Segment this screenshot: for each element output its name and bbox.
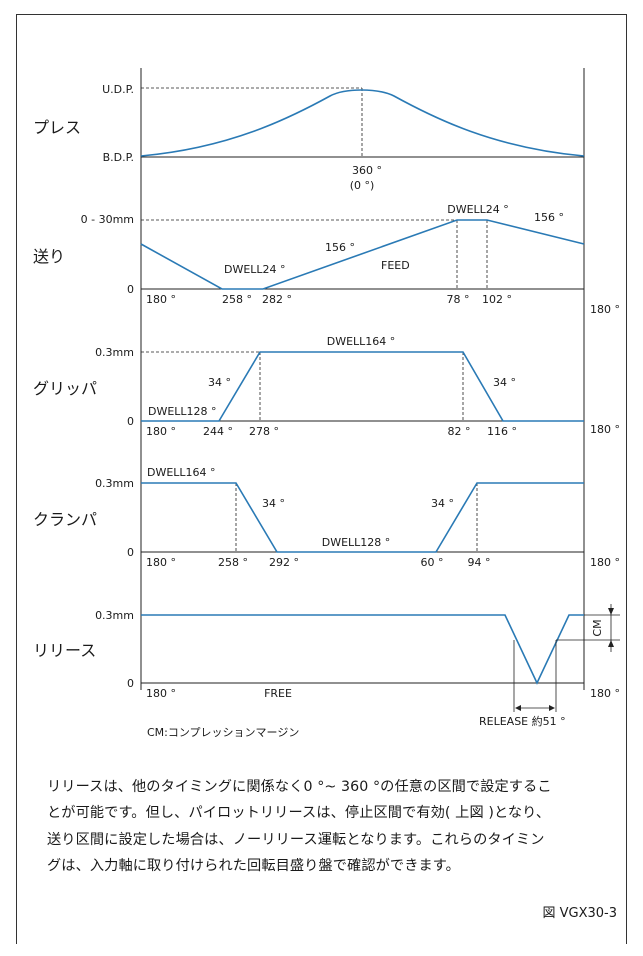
clamp-tick-94: 94 ° [468, 556, 491, 569]
grip-top-label: 0.3mm [95, 346, 134, 359]
press-top-label: U.D.P. [102, 83, 134, 96]
cm-label: CM [591, 619, 604, 636]
cm-legend: CM:コンプレッションマージン [147, 726, 299, 739]
feed-tick-282: 282 ° [262, 293, 292, 306]
release-bottom-label: 0 [127, 677, 134, 690]
release-tick-180-left: 180 ° [146, 687, 176, 700]
row-name-feed: 送り [33, 247, 65, 266]
release-arrow-left [515, 705, 521, 711]
grip-bottom-label: 0 [127, 415, 134, 428]
press-360-label: 360 ° [352, 164, 382, 177]
feed-tick-180-right: 180 ° [590, 303, 620, 316]
figure-frame [16, 14, 627, 944]
clamp-tick-180-left: 180 ° [146, 556, 176, 569]
row-name-press: プレス [33, 118, 81, 137]
clamp-dwell-top: DWELL164 ° [147, 466, 216, 479]
feed-156-mid: 156 ° [325, 241, 355, 254]
feed-top-label: 0 - 30mm [81, 213, 134, 226]
feed-tick-180-left: 180 ° [146, 293, 176, 306]
grip-tick-244: 244 ° [203, 425, 233, 438]
row-name-release: リリース [33, 641, 96, 660]
figure-caption: 図 VGX30-3 [542, 906, 617, 921]
feed-dwell-top: DWELL24 ° [447, 203, 509, 216]
clamp-dwell-bottom: DWELL128 ° [322, 536, 391, 549]
feed-label: FEED [381, 259, 410, 272]
release-free-label: FREE [264, 687, 292, 700]
grip-tick-180-left: 180 ° [146, 425, 176, 438]
description-line: とが可能です。但し、パイロットリリースは、停止区間で有効( 上図 )となり、 [47, 805, 551, 822]
release-top-label: 0.3mm [95, 609, 134, 622]
clamp-34-left: 34 ° [262, 497, 285, 510]
clamp-tick-180-right: 180 ° [590, 556, 620, 569]
release-width-label: RELEASE 約51 ° [479, 714, 566, 728]
cm-arrow-up [608, 640, 614, 647]
grip-dwell-bottom: DWELL128 ° [148, 405, 217, 418]
grip-tick-180-right: 180 ° [590, 423, 620, 436]
cm-arrow-down [608, 608, 614, 615]
grip-tick-82: 82 ° [448, 425, 471, 438]
description: リリースは、他のタイミングに関係なく0 °~ 360 °の任意の区間で設定するこ… [47, 774, 607, 880]
release-arrow-right [549, 705, 555, 711]
feed-tick-102: 102 ° [482, 293, 512, 306]
clamp-curve [141, 482, 584, 553]
description-line: 送り区間に設定した場合は、ノーリリース運転となります。これらのタイミン [47, 831, 545, 848]
grip-tick-278: 278 ° [249, 425, 279, 438]
feed-tick-258: 258 ° [222, 293, 252, 306]
feed-dwell-bottom: DWELL24 ° [224, 263, 286, 276]
grip-34-left: 34 ° [208, 376, 231, 389]
press-bottom-label: B.D.P. [103, 151, 134, 164]
clamp-tick-292: 292 ° [269, 556, 299, 569]
press-0-label: (0 °) [350, 179, 375, 192]
clamp-bottom-label: 0 [127, 546, 134, 559]
clamp-34-right: 34 ° [431, 497, 454, 510]
row-name-clamp: クランパ [33, 510, 97, 529]
grip-curve [141, 351, 584, 422]
description-line: グは、入力軸に取り付けられた回転目盛り盤で確認ができます。 [47, 858, 460, 875]
feed-156-right: 156 ° [534, 211, 564, 224]
feed-tick-78: 78 ° [447, 293, 470, 306]
press-curve [140, 89, 585, 157]
release-curve [141, 614, 584, 685]
grip-34-right: 34 ° [493, 376, 516, 389]
timing-diagram: プレス 送り グリッパ クランパ リリース U.D.P. B.D.P. 0 - … [33, 68, 620, 739]
grip-dwell-top: DWELL164 ° [327, 335, 396, 348]
clamp-tick-60: 60 ° [421, 556, 444, 569]
clamp-top-label: 0.3mm [95, 477, 134, 490]
grip-tick-116: 116 ° [487, 425, 517, 438]
description-line: リリースは、他のタイミングに関係なく0 °~ 360 °の任意の区間で設定するこ [47, 779, 552, 795]
clamp-tick-258: 258 ° [218, 556, 248, 569]
feed-bottom-label: 0 [127, 283, 134, 296]
feed-curve [140, 219, 585, 290]
row-name-grip: グリッパ [33, 379, 97, 398]
release-tick-180-right: 180 ° [590, 687, 620, 700]
